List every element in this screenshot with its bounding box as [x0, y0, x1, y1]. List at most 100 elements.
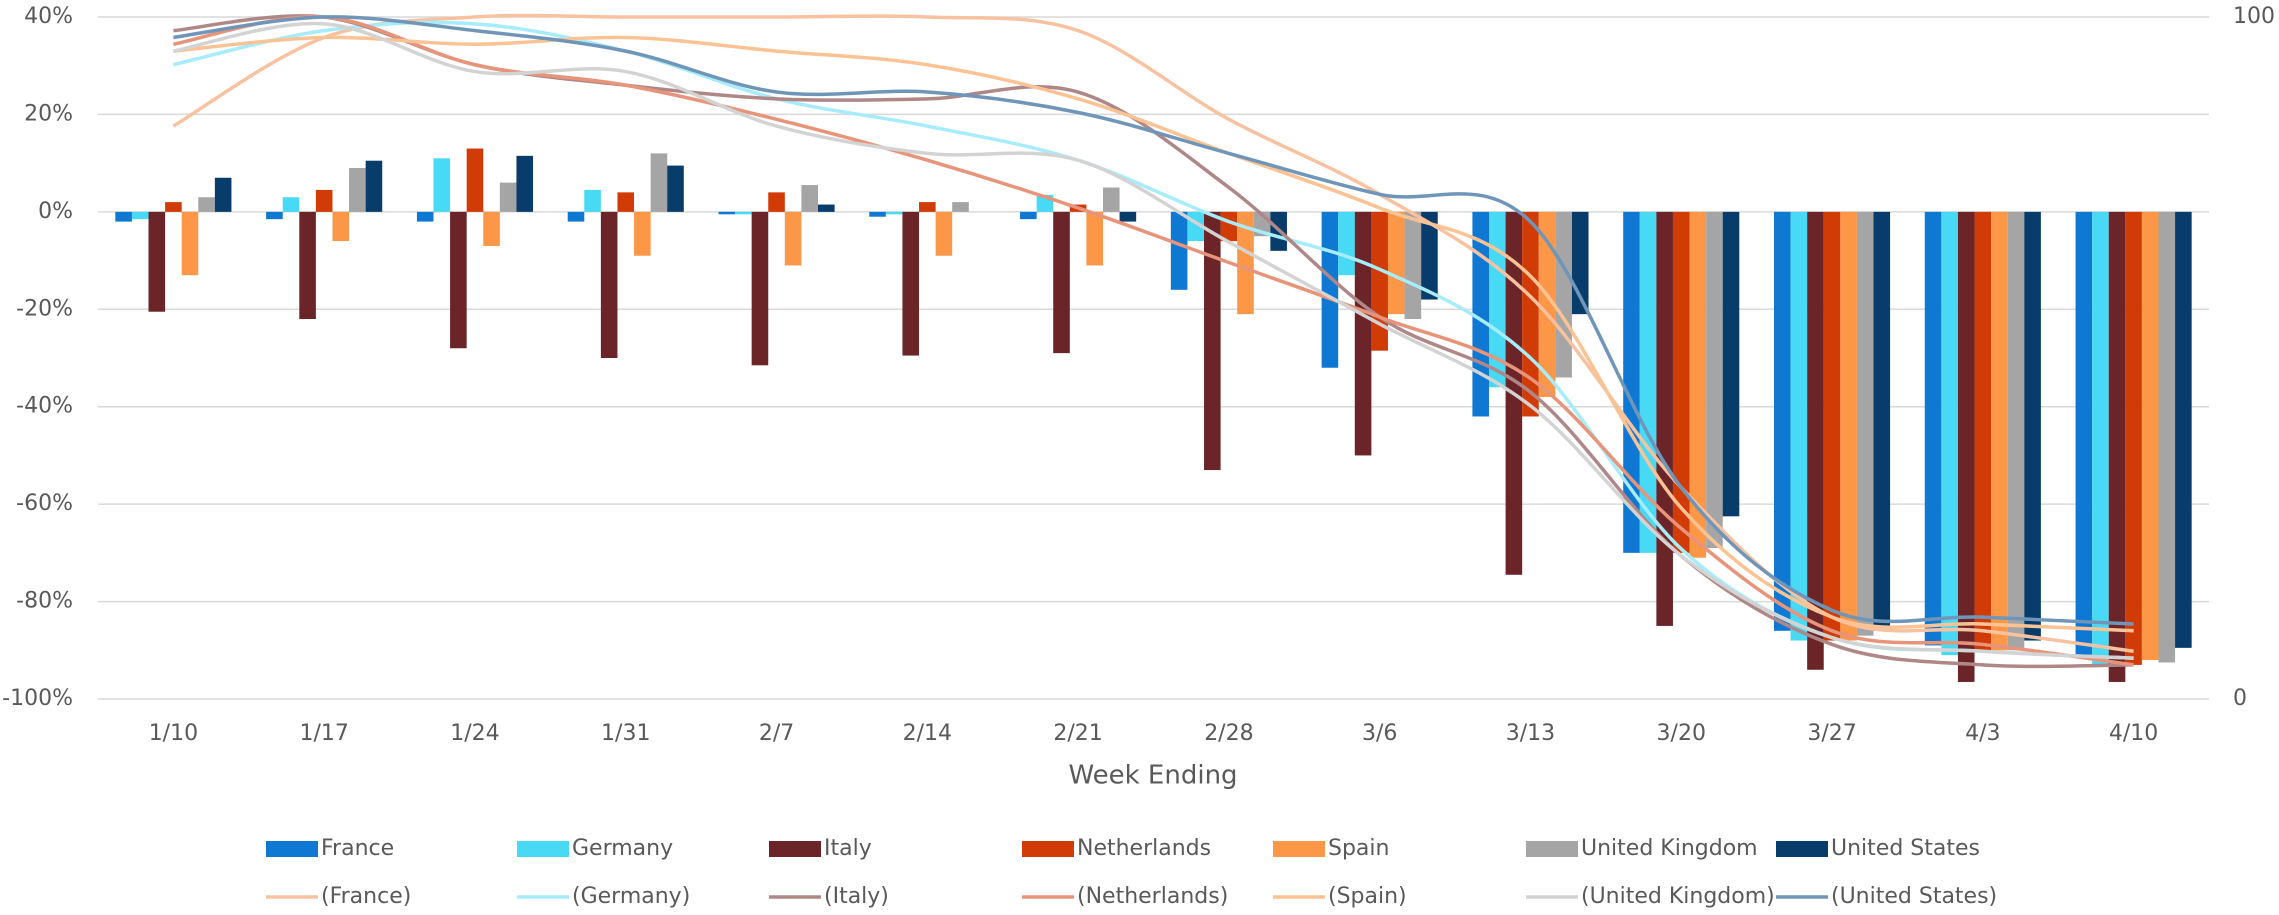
x-tick-label: 4/10: [2109, 721, 2158, 746]
bar: [667, 165, 684, 212]
bar: [433, 158, 451, 212]
x-axis-title: Week Ending: [1068, 761, 1237, 791]
bar: [1656, 211, 1673, 626]
bar: [1321, 211, 1339, 368]
bar: [466, 148, 484, 212]
bar: [1119, 211, 1137, 222]
bar: [1237, 211, 1254, 315]
legend-swatch: [1273, 841, 1325, 857]
bar: [2158, 211, 2176, 663]
y2-tick-label: 0: [2233, 686, 2247, 711]
bar: [266, 211, 283, 220]
bar: [634, 211, 651, 256]
bar: [1957, 211, 1975, 682]
bar: [1086, 211, 1103, 266]
bar: [2125, 211, 2142, 665]
bar: [1522, 211, 1539, 417]
bar: [1220, 211, 1238, 242]
bar: [1722, 211, 1740, 517]
bar: [2108, 211, 2126, 682]
bar: [1538, 211, 1556, 397]
bar: [869, 211, 886, 217]
bar: [115, 211, 132, 222]
legend-swatch: [769, 841, 821, 857]
line: [173, 35, 2134, 633]
y-tick-label: 40%: [24, 4, 73, 29]
bar: [2024, 211, 2041, 641]
x-tick-label: 1/10: [149, 721, 198, 746]
legend-label: (France): [321, 884, 411, 909]
bar: [181, 211, 199, 276]
y-tick-label: -100%: [2, 686, 73, 711]
legend-label: (Germany): [572, 884, 690, 909]
bar: [1991, 211, 2008, 651]
x-tick-label: 2/28: [1204, 721, 1253, 746]
bar: [332, 211, 350, 242]
bar: [198, 197, 215, 212]
bar: [600, 211, 618, 358]
bar: [1840, 211, 1857, 641]
bar: [952, 202, 969, 212]
bar: [735, 211, 752, 215]
bar: [919, 202, 936, 212]
bar: [1102, 187, 1120, 212]
x-tick-label: 2/14: [903, 721, 952, 746]
bar: [567, 211, 585, 222]
bar: [1807, 211, 1824, 670]
bar: [1053, 211, 1070, 354]
y-tick-label: 20%: [24, 101, 73, 126]
legend-label: (Spain): [1328, 884, 1407, 909]
legend-label: United States: [1831, 836, 1980, 861]
bar: [718, 211, 736, 215]
legend-label: United Kingdom: [1581, 836, 1758, 861]
bar: [131, 211, 149, 220]
bar: [1421, 211, 1438, 300]
x-tick-label: 3/27: [1807, 721, 1856, 746]
bar: [299, 211, 316, 320]
bar: [1354, 211, 1372, 456]
bar: [1974, 211, 1992, 651]
x-tick-label: 2/7: [759, 721, 794, 746]
y-tick-label: -20%: [16, 296, 73, 321]
legend-swatch: [1776, 841, 1828, 857]
legend-label: (Netherlands): [1077, 884, 1228, 909]
legend-swatch: [1526, 841, 1578, 857]
bar: [365, 160, 383, 212]
x-tick-label: 4/3: [1965, 721, 2000, 746]
bar: [1873, 211, 1891, 631]
y-tick-label: 0%: [38, 199, 73, 224]
bar: [2075, 211, 2093, 656]
bar: [450, 211, 467, 349]
bar: [751, 211, 769, 366]
bar: [1020, 211, 1037, 220]
bar: [1941, 211, 1958, 656]
bar: [2092, 211, 2109, 665]
y-tick-label: -80%: [16, 589, 73, 614]
bar: [1170, 211, 1188, 290]
bar: [650, 153, 668, 212]
bar: [1488, 211, 1506, 388]
line: [173, 15, 2134, 626]
legend-label: France: [321, 836, 394, 861]
bar: [1204, 211, 1221, 471]
bar: [617, 192, 635, 212]
x-tick-label: 3/6: [1362, 721, 1397, 746]
legend-label: Germany: [572, 836, 673, 861]
bar: [499, 182, 517, 212]
bar: [1404, 211, 1422, 320]
bar: [1387, 211, 1405, 315]
y-tick-label: -40%: [16, 394, 73, 419]
bar: [1823, 211, 1841, 641]
x-tick-label: 1/24: [450, 721, 499, 746]
bar: [768, 192, 785, 212]
bar: [1623, 211, 1640, 553]
bar: [784, 211, 802, 266]
bar: [516, 155, 534, 212]
bar: [315, 189, 333, 212]
bar: [885, 211, 903, 215]
bar: [1706, 211, 1723, 548]
legend-swatch: [266, 841, 318, 857]
legend-label: Italy: [824, 836, 872, 861]
